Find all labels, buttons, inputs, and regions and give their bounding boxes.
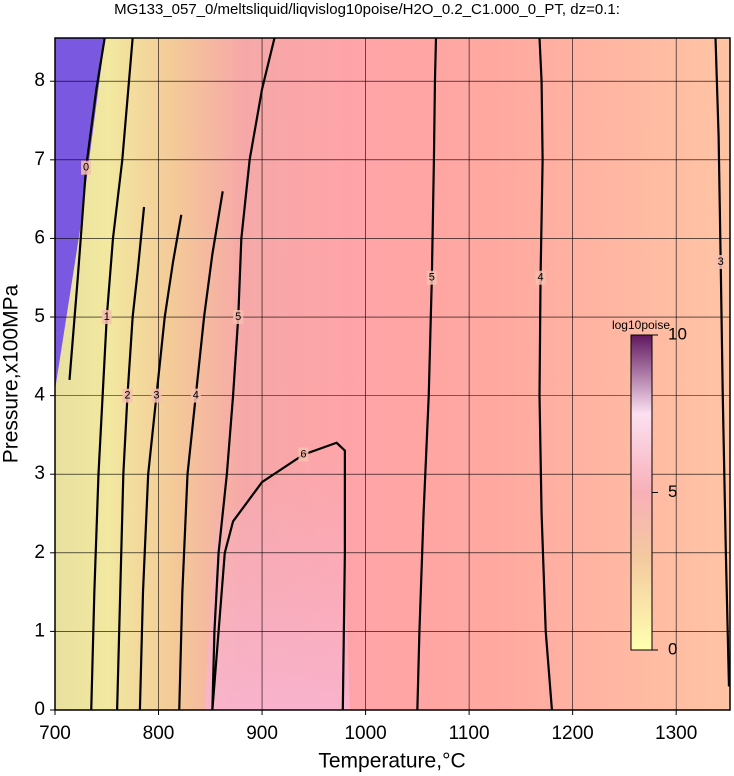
contour-label: 0 xyxy=(83,162,89,174)
colorbar xyxy=(630,334,653,651)
contour-label-bg xyxy=(190,388,201,403)
y-tick-label: 3 xyxy=(34,463,45,484)
contour-label-bg xyxy=(233,310,244,325)
contour-label-bg xyxy=(535,270,546,285)
contour-label: 5 xyxy=(235,311,241,323)
plot-background xyxy=(55,38,730,710)
y-tick-label: 4 xyxy=(34,385,45,406)
y-tick-label: 7 xyxy=(34,149,45,170)
y-tick-label: 1 xyxy=(34,620,45,641)
x-tick-label: 1000 xyxy=(344,723,386,744)
y-tick-label: 6 xyxy=(34,227,45,248)
colorbar-label: log10poise xyxy=(612,318,670,332)
contour-label: 6 xyxy=(300,448,306,460)
x-axis-label: Temperature,°C xyxy=(318,750,465,773)
x-tick-label: 800 xyxy=(143,723,175,744)
contour-label: 2 xyxy=(124,390,130,402)
contour-line xyxy=(90,38,134,710)
contour-label-bg xyxy=(101,310,112,325)
x-tick-label: 1200 xyxy=(551,723,593,744)
x-tick-label: 1100 xyxy=(449,723,490,744)
contour-line xyxy=(416,38,438,710)
contour-line xyxy=(211,38,276,710)
contour-label-bg xyxy=(426,270,437,285)
plot-frame xyxy=(54,37,731,711)
x-tick-label: 1300 xyxy=(655,723,697,744)
contour-label-bg xyxy=(715,255,726,269)
contour-label: 4 xyxy=(537,272,543,284)
y-tick-label: 8 xyxy=(34,70,45,91)
contour-label: 4 xyxy=(193,390,199,402)
plot-layer: 0 1 2 3 4 5 6 5 4 3 xyxy=(55,38,730,710)
x-tick-label: 700 xyxy=(39,723,71,744)
contour-label-bg xyxy=(151,388,162,403)
contour-label-bg xyxy=(81,160,92,175)
chart-title: MG133_057_0/meltsliquid/liqvislog10poise… xyxy=(114,1,620,18)
colorbar-tick-label: 0 xyxy=(668,639,677,658)
contour-label: 1 xyxy=(104,311,110,323)
contour-label: 3 xyxy=(718,256,724,268)
colorbar-tick-label: 5 xyxy=(668,482,677,501)
y-tick-label: 2 xyxy=(34,542,45,563)
y-tick-label: 5 xyxy=(34,306,45,327)
contour-line xyxy=(211,441,346,710)
contour-label-bg xyxy=(298,447,309,462)
y-tick-label: 0 xyxy=(34,699,45,720)
contour-label-bg xyxy=(122,388,133,403)
contour-label: 3 xyxy=(153,390,159,402)
contour-label: 5 xyxy=(429,272,435,284)
contour-line xyxy=(714,38,730,687)
x-tick-label: 900 xyxy=(246,723,278,744)
contour-line xyxy=(538,38,554,710)
y-axis-label: Pressure,x100MPa xyxy=(0,284,23,463)
colorbar-tick-label: 10 xyxy=(668,324,687,343)
